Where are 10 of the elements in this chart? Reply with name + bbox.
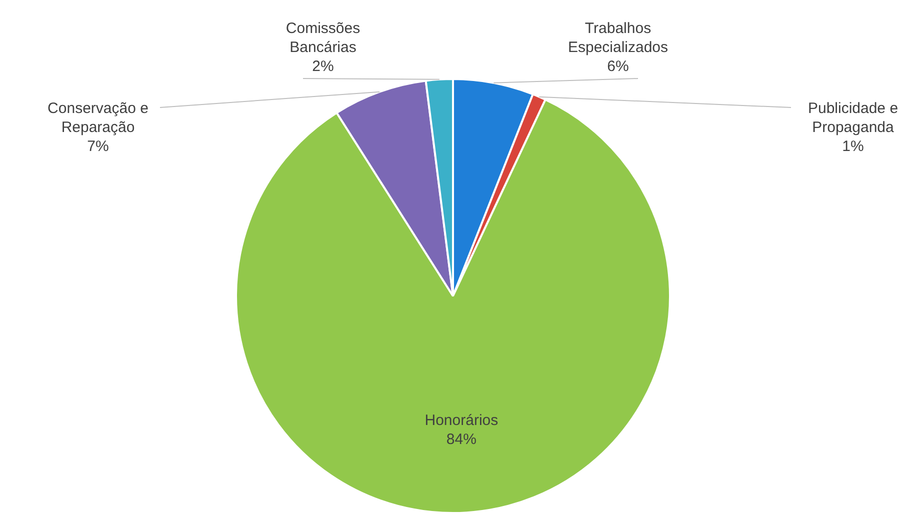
- data-label: 1%: [842, 138, 864, 156]
- data-label: 7%: [87, 138, 109, 156]
- data-label: 2%: [312, 58, 334, 76]
- slice-label: Conservação e Reparação: [48, 100, 148, 136]
- slice-label: Trabalhos Especializados: [568, 20, 668, 56]
- slice-label: Comissões Bancárias: [286, 20, 360, 56]
- slice-label: Publicidade e Propaganda: [808, 100, 898, 136]
- data-label: 84%: [446, 430, 476, 448]
- slice-label: Honorários: [424, 412, 498, 429]
- data-label: 6%: [607, 58, 629, 76]
